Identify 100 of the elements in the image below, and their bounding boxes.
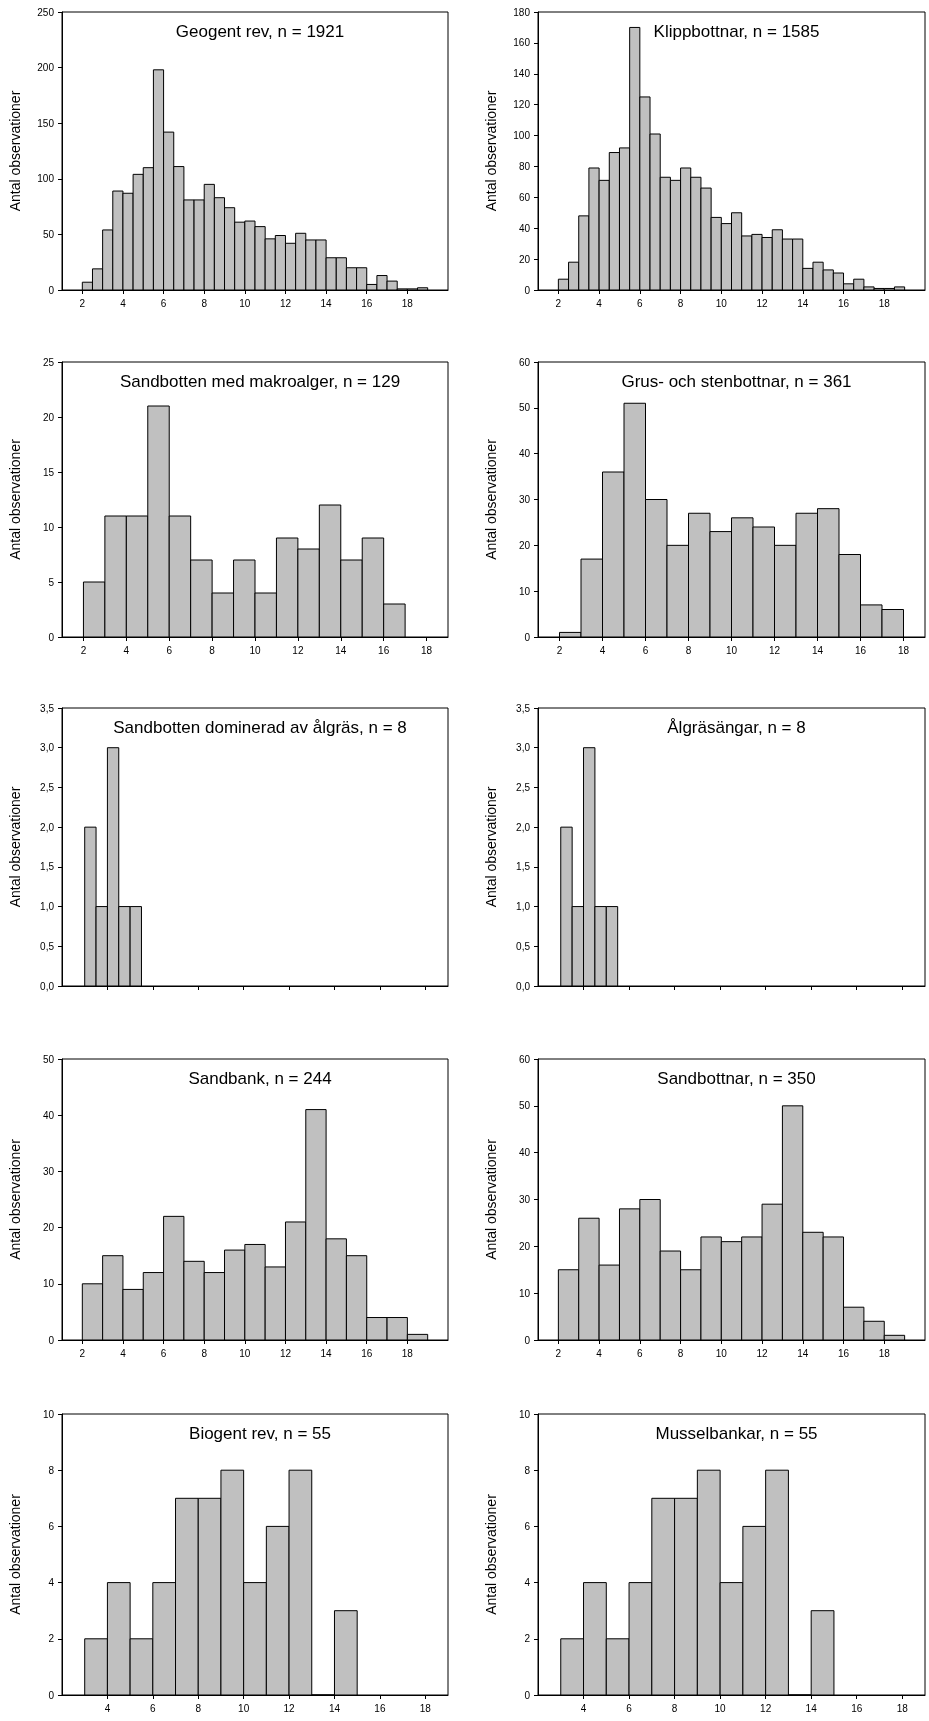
- y-tick-label: 80: [518, 160, 531, 172]
- x-tick-label: 4: [596, 1347, 603, 1359]
- x-tick-label: 2: [79, 1347, 86, 1359]
- x-tick-label: 18: [401, 297, 414, 309]
- y-tick-label: 20: [518, 1240, 531, 1252]
- y-tick-label: 30: [518, 1194, 531, 1205]
- y-tick-label: 6: [48, 1520, 55, 1532]
- y-tick-label: 50: [42, 228, 55, 240]
- x-tick-label: 8: [677, 297, 684, 309]
- y-tick-label: 250: [37, 6, 55, 18]
- x-tick-label: 14: [797, 297, 809, 309]
- x-tick-label: 4: [104, 1702, 111, 1714]
- y-tick-label: 0: [524, 1689, 531, 1701]
- text: Sandbank, n = 244: [188, 1069, 332, 1088]
- y-tick-label: 20: [518, 253, 531, 265]
- y-tick-label: 4: [524, 1577, 531, 1589]
- y-tick-label: 10: [518, 1287, 531, 1299]
- x-tick-label: 18: [897, 644, 910, 656]
- x-tick-label: 16: [851, 1702, 863, 1714]
- y-tick-label: 3,0: [516, 742, 531, 754]
- y-tick-label: 1,0: [516, 901, 531, 913]
- x-tick-label: 12: [756, 1347, 769, 1359]
- y-tick-label: 0,0: [516, 980, 531, 992]
- y-tick-label: 4: [48, 1577, 55, 1589]
- x-tick-label: 2: [80, 644, 87, 656]
- y-tick-label: 60: [518, 1053, 531, 1065]
- text: Geogent rev, n = 1921: [175, 22, 345, 41]
- y-tick-label: 0: [48, 284, 55, 296]
- y-tick-label: 20: [42, 1222, 55, 1234]
- x-tick-label: 16: [361, 297, 373, 309]
- y-axis-title: Antal observationer: [7, 1138, 23, 1260]
- x-tick-label: 2: [556, 644, 563, 656]
- x-tick-label: 10: [249, 644, 261, 656]
- x-tick-label: 8: [685, 644, 692, 656]
- x-tick-label: 12: [292, 644, 304, 656]
- y-tick-label: 40: [518, 1147, 531, 1159]
- y-tick-label: 3,5: [516, 702, 531, 714]
- x-tick-label: 8: [195, 1702, 202, 1714]
- y-tick-label: 10: [42, 1278, 55, 1290]
- y-tick-label: 0,0: [40, 980, 55, 992]
- x-tick-label: 12: [756, 297, 769, 309]
- y-tick-label: 120: [513, 99, 531, 111]
- text: Biogent rev, n = 55: [189, 1424, 331, 1443]
- x-tick-label: 8: [671, 1702, 678, 1714]
- y-tick-label: 200: [37, 62, 55, 74]
- y-tick-label: 140: [513, 68, 531, 80]
- text: Ålgräsängar, n = 8: [667, 718, 806, 737]
- x-tick-label: 4: [580, 1702, 587, 1714]
- x-tick-label: 8: [201, 1347, 208, 1359]
- y-tick-label: 3,5: [40, 702, 55, 714]
- x-tick-label: 4: [599, 644, 606, 656]
- y-tick-label: 150: [37, 117, 55, 129]
- x-tick-label: 6: [160, 297, 167, 309]
- x-tick-label: 4: [596, 297, 603, 309]
- y-axis-title: Antal observationer: [7, 438, 23, 560]
- y-tick-label: 50: [518, 402, 531, 414]
- y-tick-label: 10: [42, 1408, 55, 1420]
- y-tick-label: 15: [42, 466, 55, 478]
- y-tick-label: 0: [524, 284, 531, 296]
- text: Klippbottnar, n = 1585: [653, 22, 820, 41]
- y-tick-label: 0: [48, 1334, 55, 1346]
- y-tick-label: 1,0: [40, 901, 55, 913]
- x-tick-label: 18: [419, 1702, 432, 1714]
- y-tick-label: 100: [513, 130, 531, 142]
- y-tick-label: 60: [518, 356, 531, 368]
- x-tick-label: 6: [637, 1347, 644, 1359]
- y-tick-label: 5: [48, 576, 55, 588]
- y-tick-label: 1,5: [40, 861, 55, 873]
- x-tick-label: 14: [328, 1702, 341, 1714]
- x-tick-label: 4: [120, 297, 127, 309]
- x-tick-label: 16: [837, 297, 850, 309]
- y-tick-label: 60: [518, 191, 531, 203]
- text: Musselbankar, n = 55: [655, 1424, 818, 1443]
- x-tick-label: 2: [79, 297, 86, 309]
- y-tick-label: 30: [42, 1165, 55, 1177]
- y-tick-label: 40: [42, 1109, 55, 1121]
- y-axis-title: Antal observationer: [483, 438, 499, 560]
- y-tick-label: 100: [37, 173, 55, 185]
- x-tick-label: 10: [714, 1702, 727, 1714]
- x-tick-label: 16: [837, 1347, 850, 1359]
- y-tick-label: 2: [524, 1633, 531, 1645]
- y-axis-title: Antal observationer: [483, 1493, 499, 1615]
- x-tick-label: 16: [854, 644, 867, 656]
- x-tick-label: 10: [239, 1347, 251, 1359]
- y-axis-title: Antal observationer: [483, 1138, 499, 1260]
- x-tick-label: 6: [626, 1702, 633, 1714]
- y-tick-label: 0: [48, 1689, 55, 1701]
- y-tick-label: 10: [518, 1408, 531, 1420]
- y-tick-label: 2,5: [516, 781, 531, 793]
- x-tick-label: 16: [378, 644, 390, 656]
- x-tick-label: 14: [335, 644, 347, 656]
- x-tick-label: 6: [642, 644, 649, 656]
- y-tick-label: 180: [513, 6, 531, 18]
- x-tick-label: 10: [715, 1347, 728, 1359]
- y-tick-label: 2: [48, 1633, 55, 1645]
- y-axis-title: Antal observationer: [7, 90, 23, 212]
- x-tick-label: 18: [878, 297, 891, 309]
- y-tick-label: 2,5: [40, 781, 55, 793]
- x-tick-label: 8: [677, 1347, 684, 1359]
- x-tick-label: 16: [374, 1702, 386, 1714]
